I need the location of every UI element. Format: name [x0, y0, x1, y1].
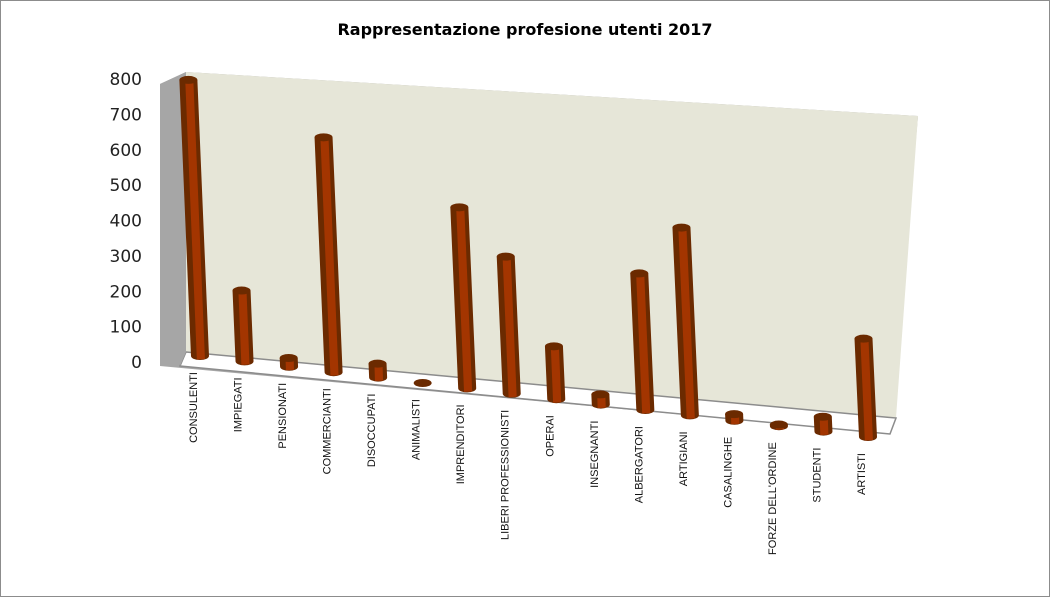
bar-artigiani	[672, 223, 699, 420]
bar-pensionati	[279, 353, 299, 371]
x-axis-label: ALBERGATORI	[633, 426, 645, 503]
y-tick-label: 100	[110, 318, 142, 338]
x-axis-label: IMPRENDITORI	[455, 404, 467, 484]
bar-casalinghe	[725, 410, 744, 425]
y-tick-label: 0	[131, 353, 142, 373]
bar-insegnanti	[591, 390, 610, 409]
bar-operai	[544, 342, 566, 404]
bar-forze-dell-ordine	[769, 420, 788, 431]
bar-imprenditori	[450, 203, 477, 393]
bar-liberi-professionisti	[496, 252, 521, 398]
y-tick-label: 500	[110, 176, 142, 196]
x-axis-label: DISOCCUPATI	[366, 394, 378, 468]
x-axis-label: ANIMALISTI	[411, 399, 423, 460]
side-wall-edge	[160, 72, 186, 366]
bar-impiegati	[232, 286, 254, 366]
y-tick-label: 800	[110, 70, 142, 90]
x-axis-label: LIBERI PROFESSIONISTI	[500, 410, 512, 540]
x-axis-label: ARTISTI	[856, 453, 868, 495]
x-axis-label: OPERAI	[544, 415, 556, 457]
bar-commercianti	[314, 133, 343, 377]
x-axis-label: FORZE DELL'ORDINE	[767, 442, 779, 555]
y-tick-label: 600	[110, 141, 142, 161]
bar-consulenti	[179, 75, 209, 360]
x-axis-label: INSEGNANTI	[589, 421, 601, 488]
chart-title: Rappresentazione profesione utenti 2017	[337, 20, 713, 39]
floor	[178, 351, 898, 435]
y-tick-label: 300	[110, 247, 142, 267]
x-axis-label: CASALINGHE	[722, 437, 734, 508]
x-axis-label: COMMERCIANTI	[322, 388, 334, 474]
bar-disoccupati	[368, 359, 388, 382]
x-axis-label: IMPIEGATI	[233, 377, 245, 432]
y-tick-label: 200	[110, 282, 142, 302]
y-tick-label: 400	[110, 212, 142, 232]
x-axis-label: ARTIGIANI	[678, 431, 690, 486]
bar-animalisti	[413, 379, 432, 387]
x-axis-label: STUDENTI	[811, 448, 823, 503]
x-axis-label: PENSIONATI	[277, 383, 289, 449]
bar-artisti	[854, 334, 877, 441]
back-wall	[186, 72, 918, 418]
x-axis-label: CONSULENTI	[188, 372, 200, 443]
bar-studenti	[813, 412, 833, 436]
bar-albergatori	[630, 269, 655, 414]
y-tick-label: 700	[110, 105, 142, 125]
